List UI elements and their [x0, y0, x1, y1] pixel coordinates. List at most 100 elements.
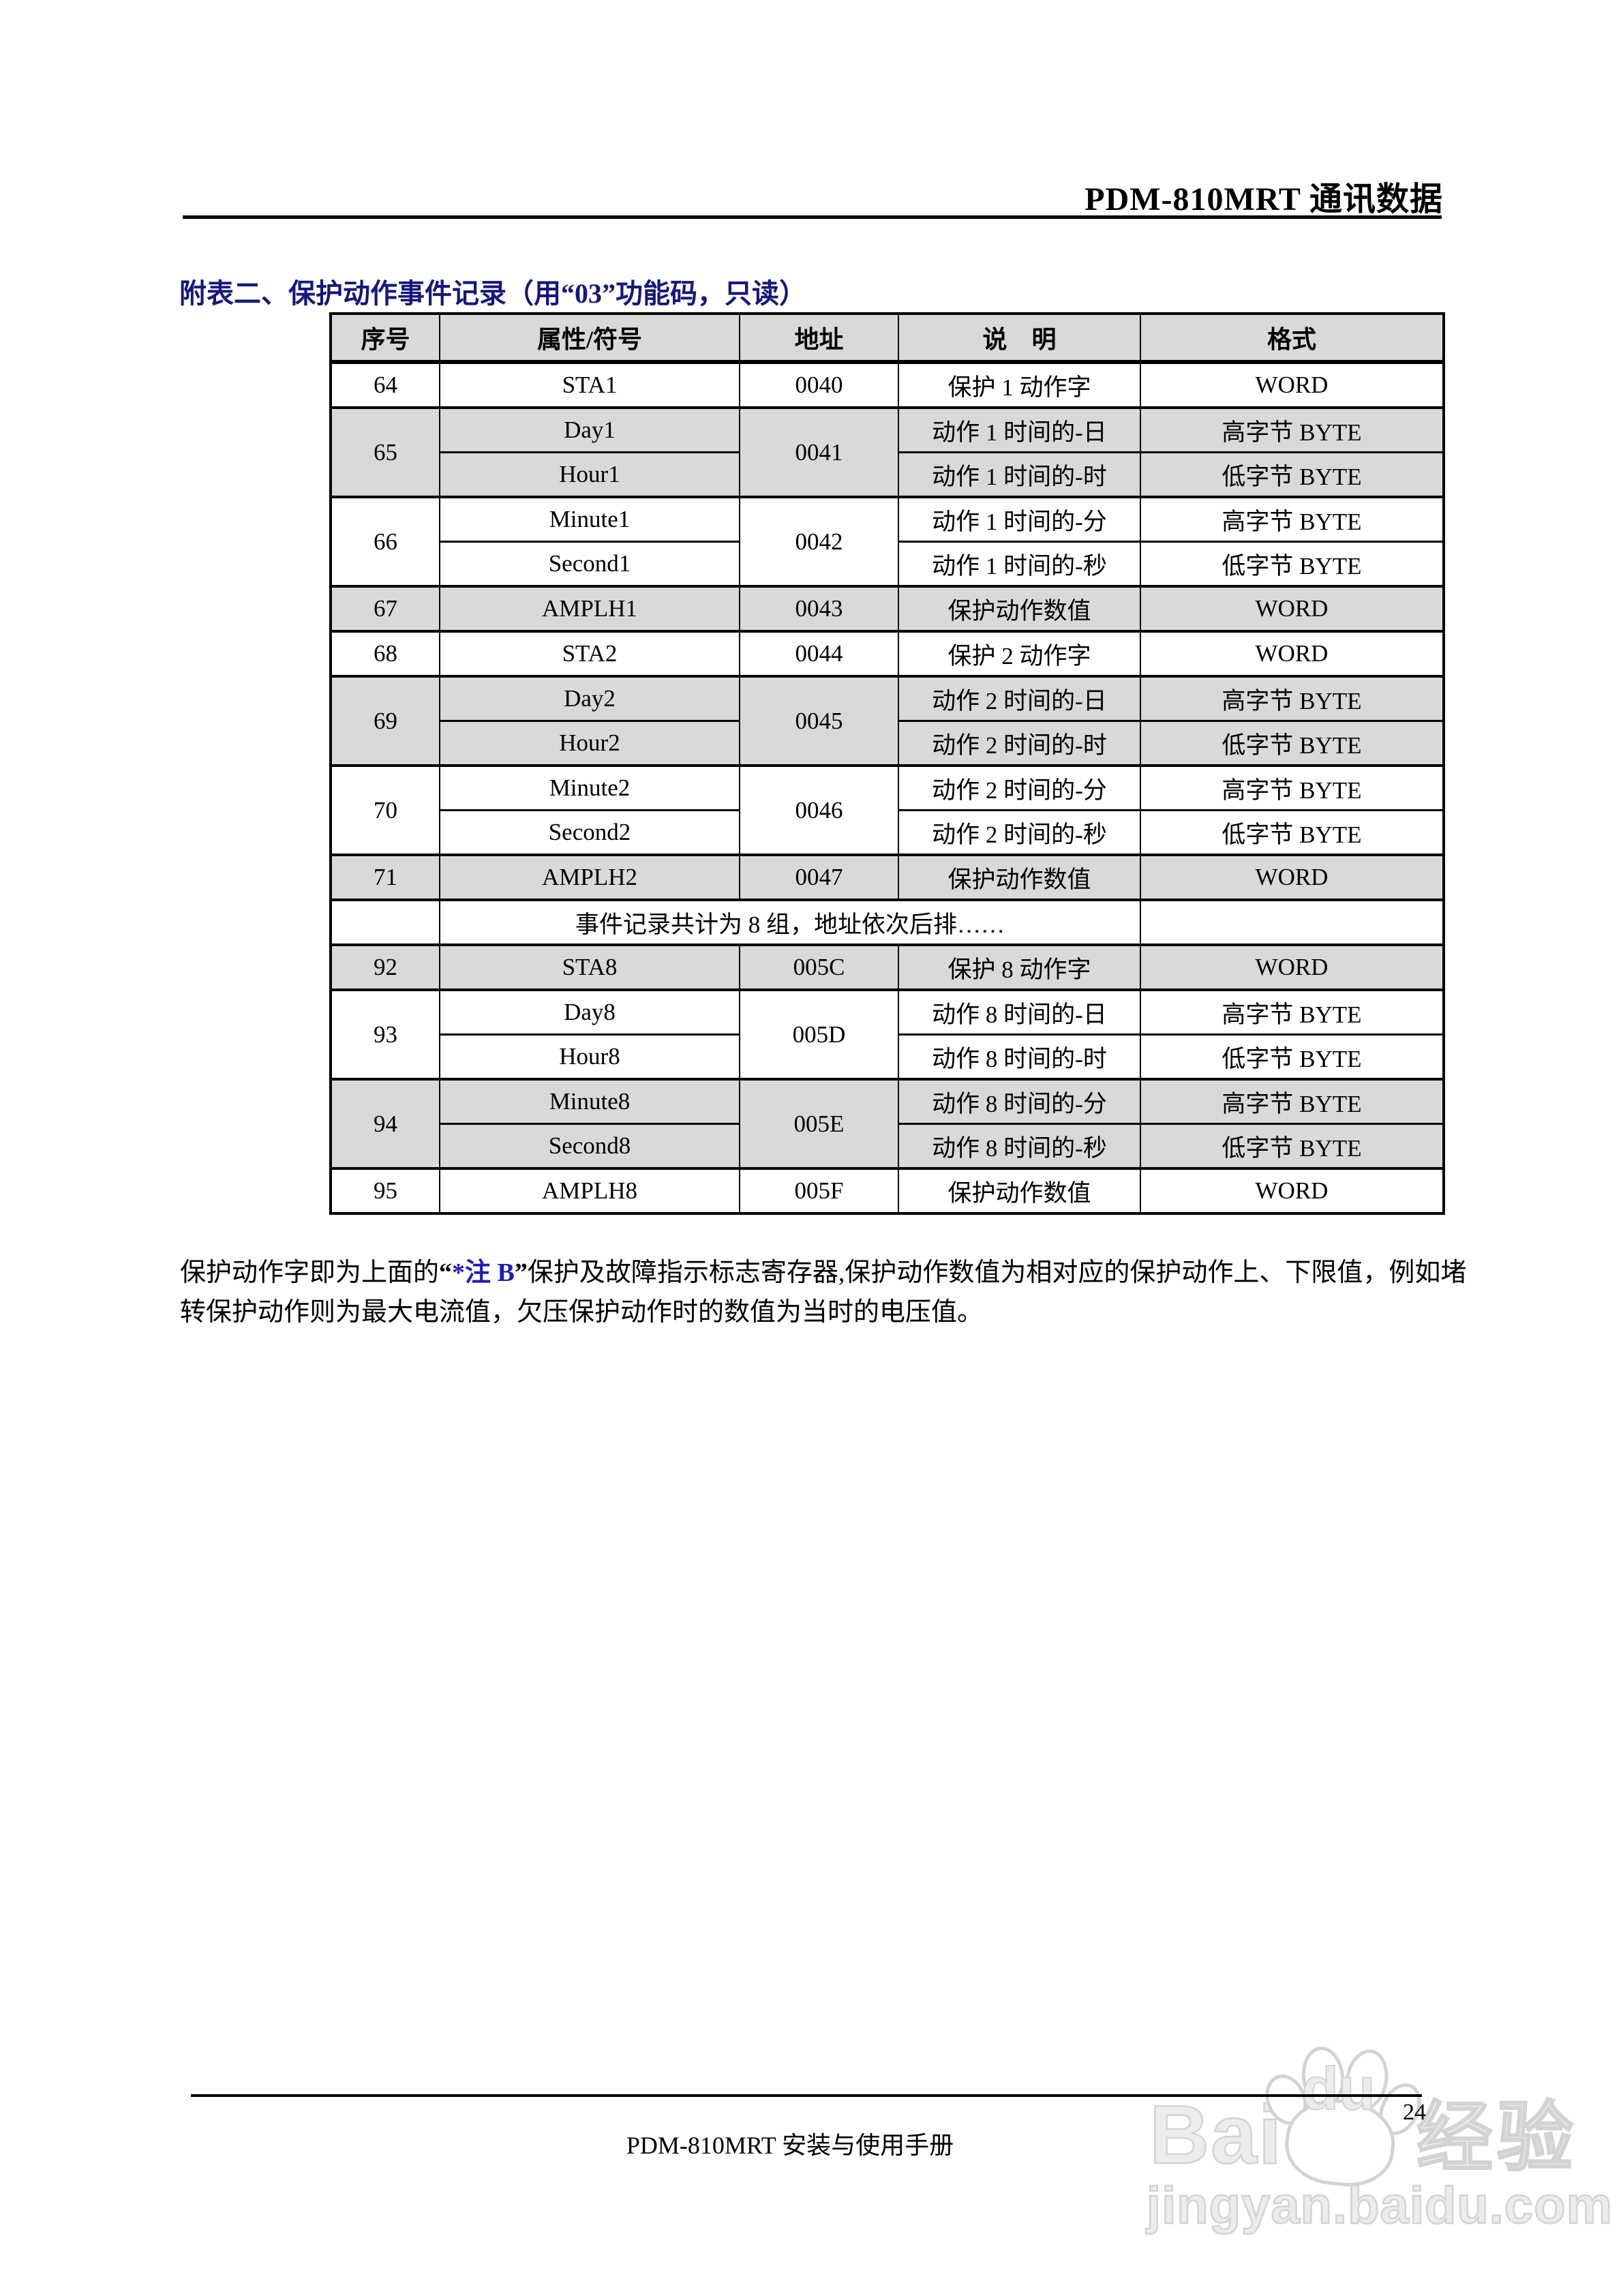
- cell-addr: 005C: [739, 943, 899, 991]
- cell-fmt: 低字节 BYTE: [1140, 541, 1444, 588]
- cell-attr: Day8: [439, 988, 740, 1036]
- column-header: 格式: [1140, 312, 1444, 364]
- cell-fmt: 低字节 BYTE: [1140, 451, 1444, 498]
- cell-fmt: WORD: [1140, 361, 1444, 409]
- watermark-brand-cn: 经验: [1416, 2095, 1577, 2180]
- cell-desc: 动作 8 时间的-日: [898, 988, 1141, 1036]
- cell-attr: STA8: [439, 943, 740, 991]
- cell-addr: 005D: [739, 988, 899, 1081]
- table-title: 附表二、保护动作事件记录（用“03”功能码，只读）: [179, 278, 806, 309]
- table-row: Second8 动作 8 时间的-秒 低字节 BYTE: [331, 1123, 1444, 1170]
- header-rule: [183, 215, 1442, 219]
- paragraph-segment: 保护动作字即为上面的: [180, 1258, 440, 1287]
- cell-note: 事件记录共计为 8 组，地址依次后排……: [439, 898, 1141, 946]
- cell-attr: Minute2: [439, 764, 740, 811]
- cell-fmt: 高字节 BYTE: [1140, 988, 1444, 1036]
- cell-fmt: WORD: [1140, 585, 1444, 633]
- column-header: 说 明: [898, 312, 1141, 364]
- paragraph-segment: 保护及故障指示标志寄存器,保护动作数值为相对应的保护动作上、下限值，例如堵: [527, 1258, 1467, 1287]
- cell-seq: 67: [330, 585, 440, 633]
- table-row: 95 AMPLH8 005F 保护动作数值 WORD: [330, 1167, 1444, 1215]
- column-header: 序号: [330, 312, 440, 364]
- cell-fmt: 高字节 BYTE: [1140, 406, 1444, 453]
- cell-attr: Day2: [439, 675, 740, 722]
- cell-addr: 0042: [739, 496, 899, 588]
- table-row: 93 Day8 005D 动作 8 时间的-日 高字节 BYTE: [330, 988, 1444, 1081]
- cell-addr: 0043: [739, 585, 899, 633]
- cell-addr: 0046: [739, 764, 899, 856]
- cell-addr: 0041: [739, 406, 899, 498]
- page-header-title: PDM-810MRT 通讯数据: [1084, 181, 1443, 217]
- note-b-reference: *注 B: [452, 1258, 515, 1287]
- cell-attr: Second8: [439, 1123, 740, 1170]
- cell-desc: 保护动作数值: [898, 854, 1141, 901]
- table-row: 66 Minute1 0042 动作 1 时间的-分 高字节 BYTE: [330, 496, 1444, 588]
- cell-desc: 动作 1 时间的-秒: [898, 541, 1141, 588]
- note-paragraph: 保护动作字即为上面的“*注 B”保护及故障指示标志寄存器,保护动作数值为相对应的…: [180, 1253, 1466, 1332]
- cell-fmt: WORD: [1140, 943, 1444, 991]
- cell-desc: 动作 1 时间的-时: [898, 451, 1141, 498]
- cell-seq: 66: [330, 496, 440, 588]
- cell-seq: 71: [330, 854, 440, 901]
- cell-attr: AMPLH1: [439, 585, 740, 633]
- table-row: 67 AMPLH1 0043 保护动作数值 WORD: [330, 585, 1444, 633]
- cell-addr: 0044: [739, 630, 899, 678]
- table-row: 69 Day2 0045 动作 2 时间的-日 高字节 BYTE: [330, 675, 1444, 767]
- cell-desc: 保护 8 动作字: [898, 943, 1141, 991]
- paragraph-segment: 转保护动作则为最大电流值，欠压保护动作时的数值为当时的电压值。: [180, 1298, 984, 1327]
- footer-rule: [191, 2094, 1422, 2097]
- cell-desc: 保护 2 动作字: [898, 630, 1141, 678]
- cell-seq: 64: [330, 361, 440, 409]
- table-row: 94 Minute8 005E 动作 8 时间的-分 高字节 BYTE: [330, 1078, 1444, 1170]
- cell-attr: STA1: [439, 361, 740, 409]
- cell-desc: 动作 1 时间的-日: [898, 406, 1141, 453]
- cell-fmt: WORD: [1140, 854, 1444, 901]
- page-number: 24: [1403, 2100, 1426, 2125]
- cell-seq: 65: [330, 406, 440, 498]
- cell-fmt: WORD: [1140, 630, 1444, 678]
- cell-attr: Minute1: [439, 496, 740, 543]
- footer-title: PDM-810MRT 安装与使用手册: [626, 2132, 954, 2159]
- cell-seq: 95: [330, 1167, 440, 1215]
- table-row: Hour8 动作 8 时间的-时 低字节 BYTE: [331, 1033, 1444, 1081]
- cell-fmt: 高字节 BYTE: [1140, 1078, 1444, 1125]
- cell-desc: 动作 2 时间的-分: [898, 764, 1141, 811]
- cell-seq: 68: [330, 630, 440, 678]
- cell-fmt: 高字节 BYTE: [1140, 496, 1444, 543]
- cell-addr: 0040: [739, 361, 899, 409]
- column-header: 地址: [739, 312, 899, 364]
- cell-fmt: [1140, 898, 1444, 946]
- table-row: Second1 动作 1 时间的-秒 低字节 BYTE: [331, 541, 1444, 588]
- table-row: 92 STA8 005C 保护 8 动作字 WORD: [330, 943, 1444, 991]
- cell-addr: 0045: [739, 675, 899, 767]
- watermark-url: jingyan.baidu.com: [1146, 2177, 1613, 2235]
- cell-seq: 93: [330, 988, 440, 1081]
- table-row: Second2 动作 2 时间的-秒 低字节 BYTE: [331, 809, 1444, 856]
- table-header-row: 序号 属性/符号 地址说 明格式: [330, 312, 1444, 364]
- cell-desc: 保护 1 动作字: [898, 361, 1141, 409]
- cell-desc: 动作 8 时间的-分: [898, 1078, 1141, 1125]
- paragraph-line-2: 转保护动作则为最大电流值，欠压保护动作时的数值为当时的电压值。: [180, 1293, 1448, 1332]
- paragraph-segment: ”: [514, 1258, 528, 1287]
- cell-fmt: 低字节 BYTE: [1140, 809, 1444, 856]
- paragraph-segment: “: [439, 1258, 453, 1287]
- cell-seq: 92: [330, 943, 440, 991]
- cell-desc: 动作 1 时间的-分: [898, 496, 1141, 543]
- cell-attr: Day1: [439, 406, 740, 453]
- cell-seq: 69: [330, 675, 440, 767]
- cell-fmt: 低字节 BYTE: [1140, 720, 1444, 767]
- table-row: 71 AMPLH2 0047 保护动作数值 WORD: [330, 854, 1444, 901]
- cell-fmt: 低字节 BYTE: [1140, 1123, 1444, 1170]
- cell-fmt: 低字节 BYTE: [1140, 1033, 1444, 1081]
- cell-desc: 动作 2 时间的-日: [898, 675, 1141, 722]
- cell-desc: 动作 8 时间的-秒: [898, 1123, 1141, 1170]
- table-row: 68 STA2 0044 保护 2 动作字 WORD: [330, 630, 1444, 678]
- watermark-brand-text: Bai: [1149, 2088, 1283, 2181]
- event-record-table: 序号 属性/符号 地址说 明格式 64 STA1 0040 保护 1 动作字 WORD 65 Da…: [329, 312, 1445, 1215]
- cell-desc: 动作 2 时间的-秒: [898, 809, 1141, 856]
- table-row: Hour1 动作 1 时间的-时 低字节 BYTE: [331, 451, 1444, 498]
- cell-attr: Hour8: [439, 1033, 740, 1081]
- table-row: Hour2 动作 2 时间的-时 低字节 BYTE: [331, 720, 1444, 767]
- cell-attr: AMPLH8: [439, 1167, 740, 1215]
